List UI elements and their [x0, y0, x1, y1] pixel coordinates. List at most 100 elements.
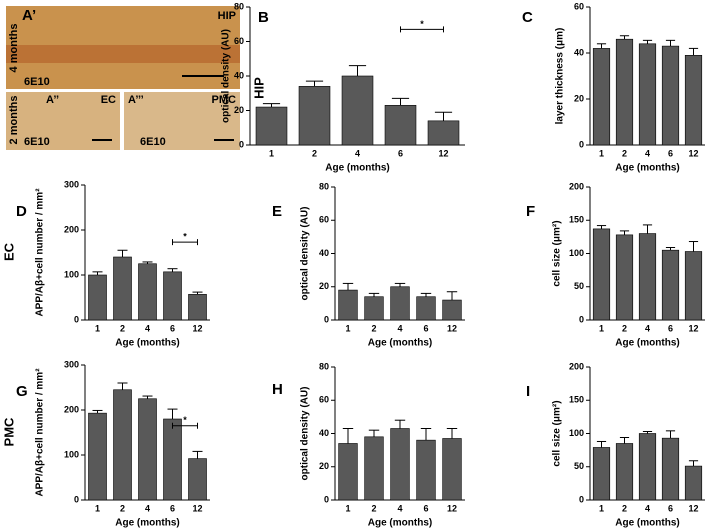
- bar: [592, 447, 611, 501]
- x-tick-label: 12: [438, 148, 448, 158]
- panel-letter: F: [526, 203, 535, 220]
- x-tick-label: 1: [599, 323, 604, 333]
- significance-label: *: [183, 415, 187, 425]
- panel-letter: C: [522, 9, 533, 26]
- x-tick-label: 12: [447, 503, 457, 513]
- significance-label: *: [183, 232, 187, 242]
- y-tick-label: 80: [319, 361, 329, 371]
- y-axis-label: cell size (μm²): [552, 220, 563, 286]
- y-tick-label: 200: [569, 361, 584, 371]
- y-axis-label: APP/Aβ+cell number / mm²: [35, 368, 46, 497]
- y-tick-label: 20: [319, 461, 329, 471]
- bar: [427, 120, 460, 146]
- bar: [442, 299, 462, 321]
- x-tick-label: 12: [688, 148, 698, 158]
- x-axis-label: Age (months): [615, 338, 679, 349]
- x-tick-label: 2: [120, 503, 125, 513]
- row-label: PMC: [1, 417, 16, 447]
- x-axis-label: Age (months): [325, 163, 389, 174]
- bar: [638, 433, 657, 501]
- x-axis-label: Age (months): [368, 338, 432, 349]
- y-tick-label: 40: [234, 70, 244, 80]
- bar: [255, 106, 288, 146]
- y-axis-label: APP/Aβ+cell number / mm²: [35, 188, 46, 317]
- y-tick-label: 100: [569, 428, 584, 438]
- y-axis-label: optical density (AU): [221, 29, 232, 123]
- bar: [684, 465, 703, 501]
- age-label: 2 months: [8, 96, 20, 145]
- bar: [661, 437, 680, 501]
- y-tick-label: 60: [319, 215, 329, 225]
- x-tick-label: 4: [645, 148, 650, 158]
- x-tick-label: 12: [688, 323, 698, 333]
- bar: [638, 43, 657, 146]
- image-label: A’’’: [128, 94, 144, 106]
- bar: [384, 105, 417, 146]
- age-label: 4 months: [8, 24, 20, 73]
- bar: [113, 256, 132, 321]
- x-axis-label: Age (months): [115, 338, 179, 349]
- bar: [138, 398, 157, 501]
- bar: [684, 251, 703, 321]
- y-tick-label: 200: [64, 404, 79, 414]
- image-region: EC: [101, 94, 116, 106]
- image-stain: 6E10: [140, 136, 166, 148]
- x-tick-label: 6: [170, 323, 175, 333]
- image-stain: 6E10: [24, 76, 50, 88]
- bar: [341, 75, 374, 146]
- x-tick-label: 1: [599, 503, 604, 513]
- y-tick-label: 0: [324, 314, 329, 324]
- y-tick-label: 20: [574, 93, 584, 103]
- y-axis-label: optical density (AU): [300, 387, 311, 481]
- y-tick-label: 0: [74, 494, 79, 504]
- panel-letter: B: [258, 9, 269, 26]
- y-tick-label: 60: [319, 395, 329, 405]
- x-tick-label: 4: [645, 503, 650, 513]
- bar: [88, 274, 107, 321]
- y-tick-label: 150: [569, 215, 584, 225]
- x-tick-label: 12: [192, 323, 202, 333]
- y-tick-label: 300: [64, 359, 79, 369]
- y-tick-label: 100: [64, 449, 79, 459]
- bar: [661, 249, 680, 321]
- x-tick-label: 1: [95, 503, 100, 513]
- bar: [113, 389, 132, 501]
- x-axis-label: Age (months): [615, 518, 679, 529]
- bar: [364, 436, 384, 501]
- bar: [615, 234, 634, 321]
- x-tick-label: 6: [423, 323, 428, 333]
- bar: [592, 228, 611, 321]
- x-tick-label: 12: [192, 503, 202, 513]
- x-tick-label: 12: [447, 323, 457, 333]
- y-tick-label: 0: [74, 314, 79, 324]
- micrograph-band: [6, 45, 240, 63]
- y-tick-label: 60: [234, 36, 244, 46]
- x-tick-label: 6: [170, 503, 175, 513]
- x-axis-label: Age (months): [115, 518, 179, 529]
- y-tick-label: 50: [574, 281, 584, 291]
- panel-a-images: A’ HIP 6E10 4 months A’’ EC 6E10 2 month…: [6, 6, 240, 150]
- bar: [188, 458, 207, 501]
- x-tick-label: 6: [668, 323, 673, 333]
- x-tick-label: 4: [645, 323, 650, 333]
- bar: [163, 271, 182, 321]
- x-tick-label: 12: [688, 503, 698, 513]
- y-tick-label: 40: [574, 47, 584, 57]
- x-tick-label: 2: [622, 148, 627, 158]
- x-tick-label: 4: [397, 503, 402, 513]
- bar: [188, 294, 207, 321]
- bar: [163, 418, 182, 501]
- y-tick-label: 0: [324, 494, 329, 504]
- panel-letter: E: [272, 203, 282, 220]
- panel-letter: H: [272, 381, 283, 398]
- bar: [88, 412, 107, 501]
- x-tick-label: 6: [423, 503, 428, 513]
- x-tick-label: 6: [398, 148, 403, 158]
- y-tick-label: 200: [569, 181, 584, 191]
- bar: [390, 286, 410, 321]
- x-tick-label: 4: [145, 503, 150, 513]
- y-tick-label: 20: [234, 105, 244, 115]
- x-tick-label: 2: [622, 323, 627, 333]
- y-tick-label: 60: [574, 1, 584, 11]
